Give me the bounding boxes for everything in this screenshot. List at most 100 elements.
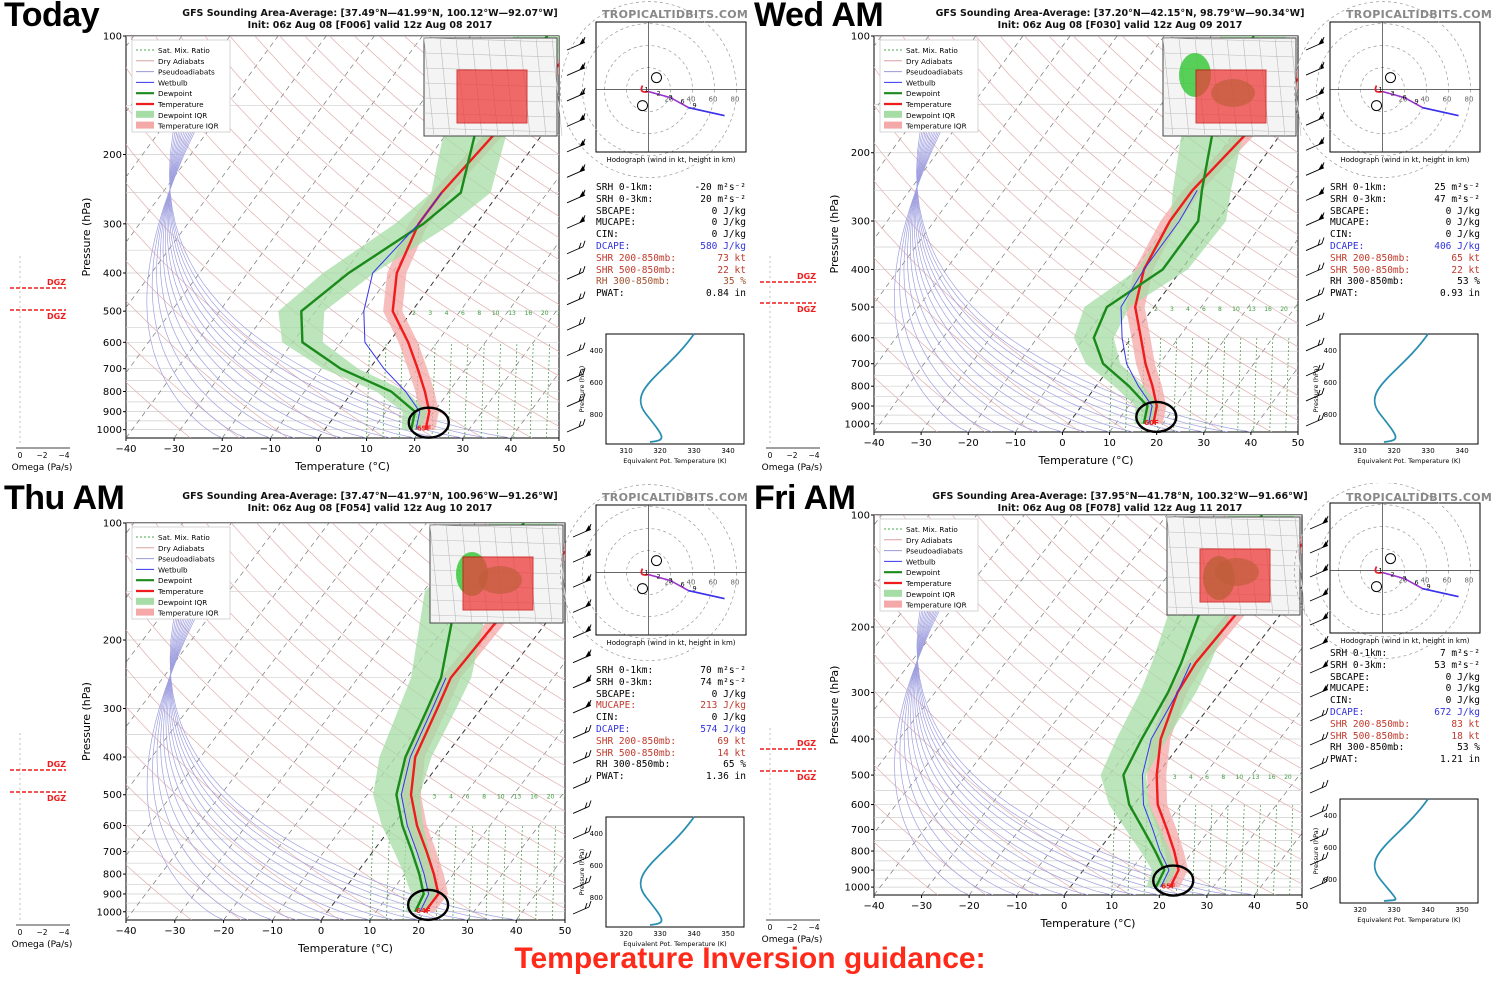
wind-barb <box>572 775 592 789</box>
mix-ratio-label: 13 <box>1248 306 1256 313</box>
mix-ratio-label: 36 <box>590 310 598 317</box>
x-tick-label: −40 <box>115 926 136 937</box>
index-value: 53 m²s⁻² <box>1434 659 1480 671</box>
wind-barb <box>1305 287 1325 302</box>
x-tick-label: −40 <box>115 444 136 455</box>
hodo-height-label: 6 <box>1403 94 1407 102</box>
y-tick-label: 200 <box>851 148 870 159</box>
index-row: RH 300-850mb: 53 % <box>1330 276 1480 288</box>
inversion-highlight-circle <box>1135 400 1178 434</box>
index-label: SRH 0-3km: <box>1330 659 1388 671</box>
y-tick-label: 200 <box>103 150 122 161</box>
index-value: 25 m²s⁻² <box>1434 182 1480 193</box>
x-tick-label: 10 <box>1105 901 1118 912</box>
index-row: CIN: 0 J/kg <box>596 712 746 724</box>
x-tick-label: −30 <box>164 444 185 455</box>
x-tick-label: 50 <box>553 444 566 455</box>
sounding-title: GFS Sounding Area-Average: [37.95°N—41.7… <box>900 491 1340 515</box>
inversion-highlight-circle <box>407 406 450 439</box>
index-row: PWAT: 1.21 in <box>1330 754 1480 766</box>
legend-entry: Wetbulb <box>158 565 188 574</box>
index-row: RH 300-850mb: 35 % <box>596 276 746 288</box>
hodo-height-label: 3 <box>669 577 673 585</box>
legend <box>131 39 231 133</box>
wetbulb-profile <box>363 192 443 430</box>
mix-ratio-label: 4 <box>445 310 449 317</box>
hodo-height-label: 6 <box>1415 579 1419 587</box>
mix-ratio-label: 8 <box>1218 306 1222 313</box>
wind-barb <box>572 699 592 714</box>
wind-barb <box>572 750 592 764</box>
y-tick-label: 900 <box>103 407 122 418</box>
hodo-ring-label: 60 <box>1443 96 1452 104</box>
x-tick-label: −40 <box>863 901 884 912</box>
index-row: SBCAPE: 0 J/kg <box>596 689 746 701</box>
index-value: 0.84 in <box>705 288 746 300</box>
index-row: SRH 0-1km: -20 m²s⁻² <box>596 182 746 194</box>
y-tick-label: 100 <box>851 32 870 43</box>
x-tick-label: −10 <box>1005 438 1026 449</box>
wind-barb <box>1309 755 1329 770</box>
x-tick-label: 0 <box>1061 901 1067 912</box>
y-tick-label: 600 <box>103 821 122 832</box>
theta-e-x-tick: 320 <box>653 447 666 455</box>
title-line-2: Init: 06z Aug 08 [F006] valid 12z Aug 08… <box>247 20 493 31</box>
index-label: DCAPE: <box>1330 240 1365 252</box>
wind-barb <box>1309 563 1329 578</box>
y-tick-label: 1000 <box>97 907 122 918</box>
skewt-chart: 1234681013162024303664F10020030040050060… <box>10 484 747 955</box>
index-label: PWAT: <box>596 288 625 300</box>
omega-tick: 0 <box>768 923 773 932</box>
y-tick-label: 100 <box>851 511 870 522</box>
x-tick-label: 20 <box>412 926 425 937</box>
index-label: RH 300-850mb: <box>596 276 671 288</box>
theta-e-x-tick: 340 <box>1455 447 1468 455</box>
theta-e-y-tick: 600 <box>1324 379 1337 387</box>
theta-e-x-tick: 320 <box>1387 447 1400 455</box>
x-tick-label: −30 <box>164 926 185 937</box>
index-row: DCAPE: 672 J/kg <box>1330 707 1480 719</box>
legend-entry: Dewpoint <box>158 576 192 585</box>
title-line-1: GFS Sounding Area-Average: [37.47°N—41.9… <box>182 491 558 502</box>
index-value: 672 J/kg <box>1434 706 1480 718</box>
mix-ratio-label: 36 <box>596 794 604 801</box>
temperature-profile <box>409 550 565 913</box>
legend-entry: Pseudoadiabats <box>158 68 215 77</box>
footer-caption: Temperature Inversion guidance: <box>514 942 986 975</box>
hodo-height-label: 9 <box>693 585 697 593</box>
index-label: CIN: <box>596 229 619 241</box>
wind-barb <box>566 291 586 306</box>
y-tick-label: 400 <box>103 753 122 764</box>
wind-barb <box>1305 36 1325 51</box>
wind-barb <box>1305 187 1325 201</box>
index-row: SRH 0-1km: 25 m²s⁻² <box>1330 182 1480 194</box>
index-row: SRH 0-3km: 47 m²s⁻² <box>1330 194 1480 206</box>
mix-ratio-label: 13 <box>1252 774 1260 781</box>
legend-entry: Dry Adiabats <box>906 536 953 545</box>
index-value: 0 J/kg <box>711 688 746 700</box>
legend-entry: Temperature <box>905 579 952 588</box>
index-row: RH 300-850mb: 53 % <box>1330 742 1480 754</box>
mix-ratio-label: 8 <box>482 794 486 801</box>
mix-ratio-label: 36 <box>1333 774 1341 781</box>
wind-barb <box>1305 387 1325 402</box>
theta-e-y-tick: 400 <box>590 830 603 838</box>
theta-e-y-tick: 600 <box>1324 844 1337 852</box>
x-tick-label: −10 <box>262 926 283 937</box>
title-line-2: Init: 06z Aug 08 [F054] valid 12z Aug 10… <box>247 503 493 514</box>
index-value: 0 J/kg <box>711 217 746 229</box>
mix-ratio-label: 20 <box>541 310 549 317</box>
index-value: 53 % <box>1457 276 1480 288</box>
index-value: 580 J/kg <box>700 240 746 252</box>
index-row: CIN: 0 J/kg <box>596 229 746 241</box>
wind-barb <box>1309 611 1329 626</box>
hodo-height-label: 3 <box>1391 90 1395 98</box>
index-label: PWAT: <box>1330 288 1359 300</box>
legend-entry: Sat. Mix. Ratio <box>906 525 958 534</box>
hodograph: 20 40 60 80 1 2 3 6 9 <box>560 484 747 661</box>
day-label: Fri AM <box>754 479 856 517</box>
omega-tick: −4 <box>808 923 819 932</box>
theta-e-y-tick: 400 <box>1324 812 1337 820</box>
index-row: MUCAPE: 0 J/kg <box>596 217 746 229</box>
dgz-label: DGZ <box>797 773 816 782</box>
